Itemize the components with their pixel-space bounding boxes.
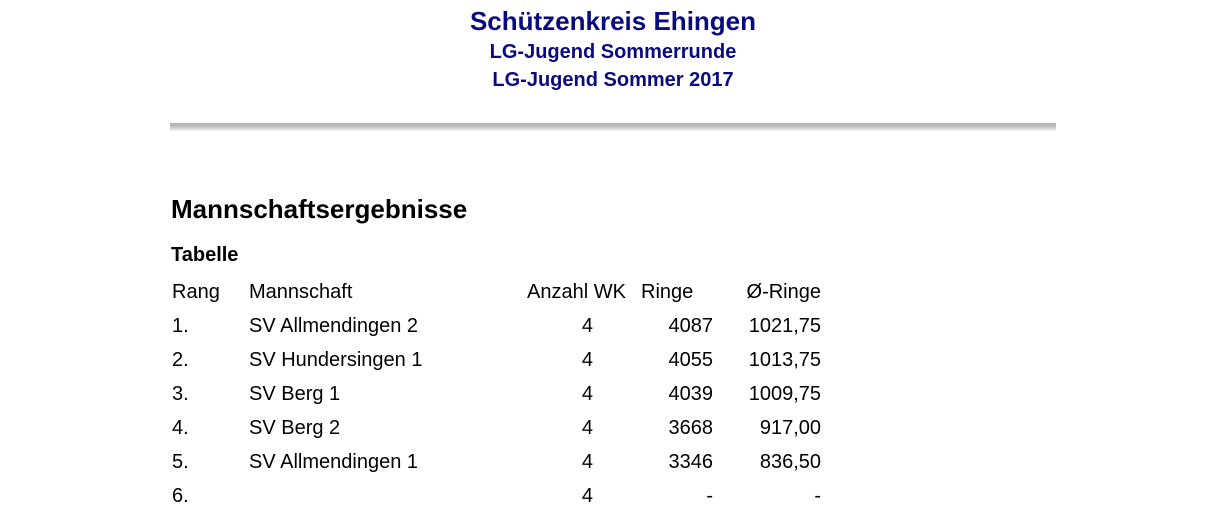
cell-anzahl-wk: 4 bbox=[581, 485, 593, 507]
cell-mannschaft: SV Allmendingen 1 bbox=[249, 451, 419, 473]
cell-rang: 5. bbox=[172, 451, 189, 473]
cell-avg-ringe: 836,50 bbox=[759, 451, 821, 473]
table-row: 3. SV Berg 1 4 4039 1009,75 bbox=[172, 377, 821, 411]
table-header-row: Rang Mannschaft Anzahl WK Ringe Ø-Ringe bbox=[172, 275, 821, 309]
cell-rang: 3. bbox=[172, 383, 189, 405]
cell-ringe: 3346 bbox=[668, 451, 714, 473]
cell-rang: 2. bbox=[172, 349, 189, 371]
cell-mannschaft: SV Berg 2 bbox=[249, 417, 341, 439]
cell-mannschaft: SV Berg 1 bbox=[249, 383, 341, 405]
cell-rang: 4. bbox=[172, 417, 189, 439]
cell-ringe: - bbox=[706, 485, 713, 507]
cell-avg-ringe: 1021,75 bbox=[748, 315, 821, 337]
table-title: Tabelle bbox=[171, 244, 239, 266]
cell-anzahl-wk: 4 bbox=[581, 349, 593, 371]
cell-ringe: 3668 bbox=[668, 417, 714, 439]
cell-rang: 1. bbox=[172, 315, 189, 337]
table-row: 1. SV Allmendingen 2 4 4087 1021,75 bbox=[172, 309, 821, 343]
cell-mannschaft: SV Hundersingen 1 bbox=[249, 349, 423, 371]
column-header-ringe: Ringe bbox=[641, 281, 694, 303]
table-row: 2. SV Hundersingen 1 4 4055 1013,75 bbox=[172, 343, 821, 377]
page-subtitle-round: LG-Jugend Sommerrunde bbox=[489, 41, 737, 63]
column-header-rang: Rang bbox=[172, 281, 220, 303]
column-header-avg-ringe: Ø-Ringe bbox=[746, 281, 821, 303]
cell-avg-ringe: - bbox=[814, 485, 821, 507]
header-divider bbox=[170, 123, 1056, 131]
cell-mannschaft bbox=[249, 479, 523, 513]
cell-avg-ringe: 1009,75 bbox=[748, 383, 821, 405]
cell-rang: 6. bbox=[172, 485, 189, 507]
section-title: Mannschaftsergebnisse bbox=[171, 194, 468, 224]
cell-ringe: 4039 bbox=[668, 383, 714, 405]
cell-avg-ringe: 1013,75 bbox=[748, 349, 821, 371]
results-table: Rang Mannschaft Anzahl WK Ringe Ø-Ringe … bbox=[172, 275, 821, 513]
cell-ringe: 4087 bbox=[668, 315, 714, 337]
table-row: 4. SV Berg 2 4 3668 917,00 bbox=[172, 411, 821, 445]
cell-anzahl-wk: 4 bbox=[581, 383, 593, 405]
page-subtitle-season: LG-Jugend Sommer 2017 bbox=[492, 69, 734, 91]
cell-anzahl-wk: 4 bbox=[581, 417, 593, 439]
cell-anzahl-wk: 4 bbox=[581, 451, 593, 473]
column-header-anzahl-wk: Anzahl WK bbox=[527, 281, 626, 303]
table-row: 6. 4 - - bbox=[172, 479, 821, 513]
cell-ringe: 4055 bbox=[668, 349, 714, 371]
cell-anzahl-wk: 4 bbox=[581, 315, 593, 337]
column-header-mannschaft: Mannschaft bbox=[249, 281, 353, 303]
cell-avg-ringe: 917,00 bbox=[759, 417, 821, 439]
cell-mannschaft: SV Allmendingen 2 bbox=[249, 315, 419, 337]
table-row: 5. SV Allmendingen 1 4 3346 836,50 bbox=[172, 445, 821, 479]
page-title: Schützenkreis Ehingen bbox=[469, 6, 757, 36]
